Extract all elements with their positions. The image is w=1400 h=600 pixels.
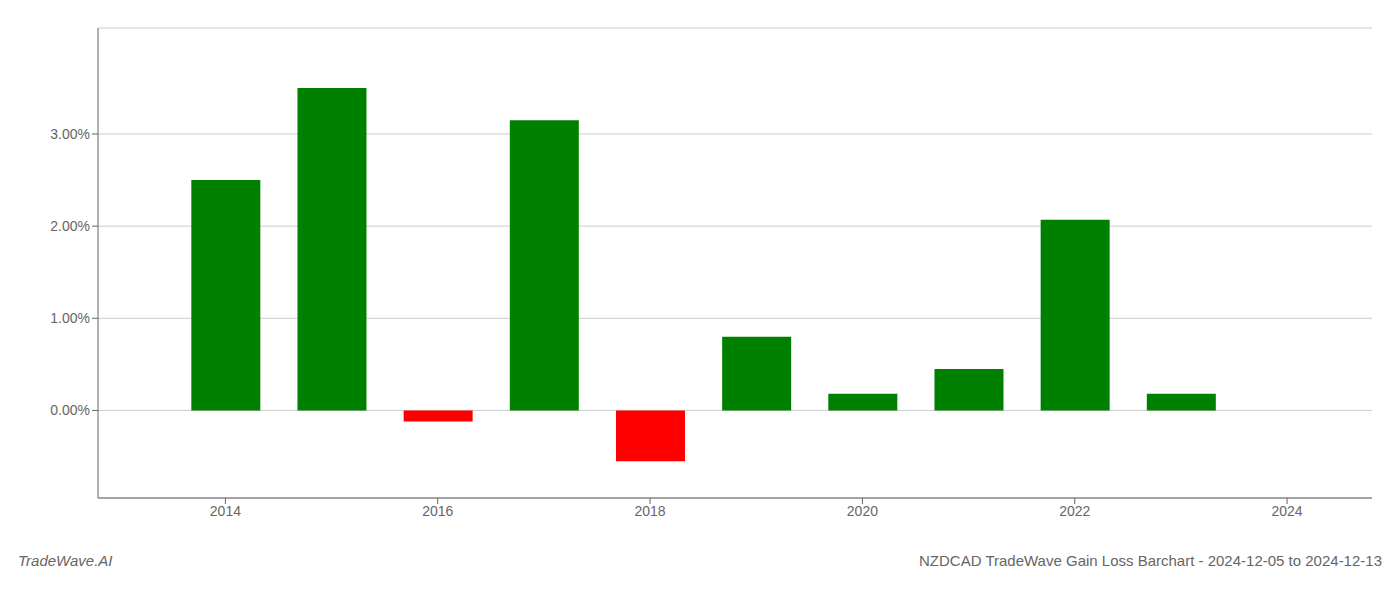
svg-text:2018: 2018 bbox=[634, 503, 665, 519]
html-text:NZDCAD TradeWave Gain Loss Bar: NZDCAD TradeWave Gain Loss Barchart - 20… bbox=[919, 552, 1382, 569]
svg-text:2024: 2024 bbox=[1271, 503, 1302, 519]
svg-text:0.00%: 0.00% bbox=[50, 402, 90, 418]
svg-text:3.00%: 3.00% bbox=[50, 126, 90, 142]
svg-text:2014: 2014 bbox=[210, 503, 241, 519]
svg-text:1.00%: 1.00% bbox=[50, 310, 90, 326]
svg-text:2020: 2020 bbox=[847, 503, 878, 519]
svg-text:2016: 2016 bbox=[422, 503, 453, 519]
svg-text:2.00%: 2.00% bbox=[50, 218, 90, 234]
svg-text:2022: 2022 bbox=[1059, 503, 1090, 519]
html-text:TradeWave.AI: TradeWave.AI bbox=[18, 552, 113, 569]
